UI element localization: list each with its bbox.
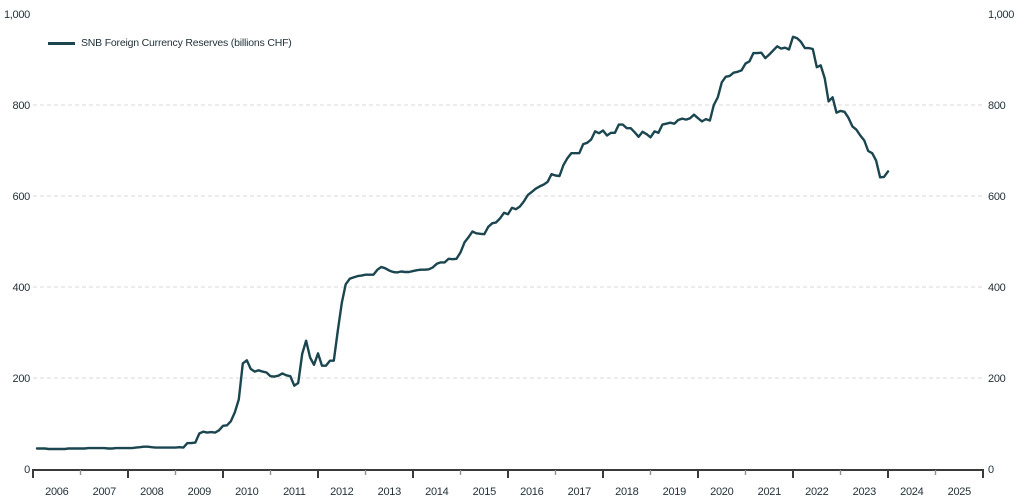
- y-axis-label-left: 800: [13, 100, 31, 112]
- y-axis-label-left: 400: [13, 282, 31, 294]
- y-axis-label-right: 400: [988, 282, 1006, 294]
- x-axis-year-label: 2025: [948, 486, 971, 498]
- x-axis-year-label: 2013: [378, 486, 401, 498]
- x-axis-year-label: 2023: [853, 486, 876, 498]
- y-axis-label-right: 800: [988, 100, 1006, 112]
- y-axis-label-right: 0: [988, 464, 994, 476]
- x-axis-year-label: 2020: [710, 486, 733, 498]
- x-axis-year-label: 2006: [45, 486, 68, 498]
- x-axis-year-label: 2010: [235, 486, 258, 498]
- y-axis-label-left: 600: [13, 191, 31, 203]
- y-axis-label-right: 600: [988, 191, 1006, 203]
- y-axis-label-left: 0: [24, 464, 30, 476]
- y-axis-label-left: 1,000: [4, 9, 30, 21]
- legend: SNB Foreign Currency Reserves (billions …: [48, 36, 292, 50]
- x-axis-year-label: 2018: [615, 486, 638, 498]
- series-line: [35, 35, 890, 451]
- x-axis-year-label: 2016: [520, 486, 543, 498]
- x-axis-year-label: 2008: [140, 486, 163, 498]
- y-axis-label-right: 1,000: [988, 9, 1014, 21]
- x-axis-year-label: 2011: [283, 486, 306, 498]
- x-axis-year-label: 2021: [758, 486, 781, 498]
- y-axis-label-left: 200: [13, 373, 31, 385]
- x-axis-year-label: 2012: [330, 486, 353, 498]
- x-axis-year-label: 2022: [805, 486, 828, 498]
- x-axis-year-label: 2014: [425, 486, 448, 498]
- x-axis-year-label: 2007: [93, 486, 116, 498]
- x-axis-year-label: 2009: [188, 486, 211, 498]
- x-axis-year-label: 2017: [568, 486, 591, 498]
- x-axis-year-label: 2024: [900, 486, 923, 498]
- legend-line-swatch: [48, 41, 75, 45]
- x-axis-year-label: 2019: [663, 486, 686, 498]
- x-axis-year-label: 2015: [473, 486, 496, 498]
- y-axis-label-right: 200: [988, 373, 1006, 385]
- legend-label: SNB Foreign Currency Reserves (billions …: [81, 37, 292, 49]
